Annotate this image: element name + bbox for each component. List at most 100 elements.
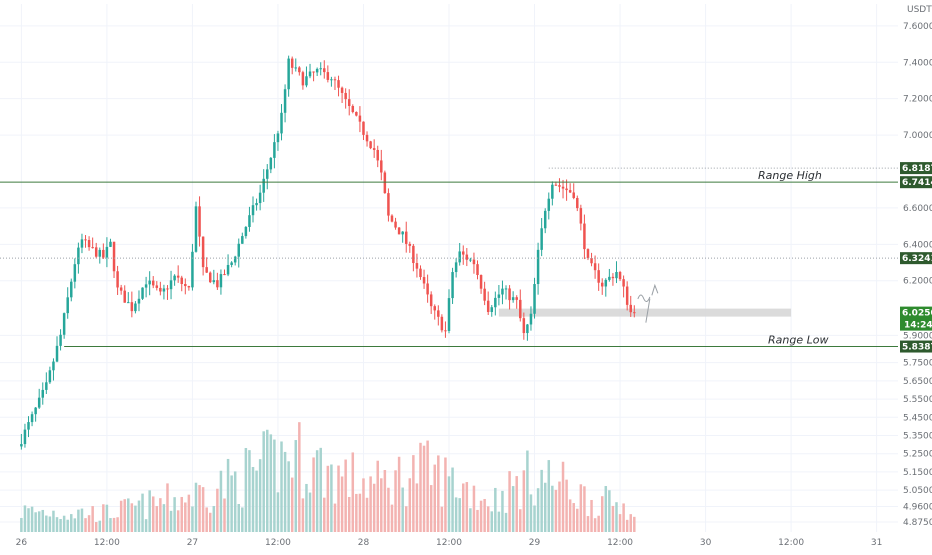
price-tag-label: 6.3241 [902, 254, 932, 264]
x-axis[interactable]: 26 12:00 27 12:00 28 12:00 29 12:00 30 12:00 31 [16, 538, 883, 548]
candle-body [23, 429, 27, 445]
candle-body [226, 264, 230, 275]
volume-bar [301, 498, 305, 532]
candle-body [305, 76, 308, 86]
volume-bar [55, 517, 59, 532]
candle-body [30, 414, 34, 423]
volume-bar [130, 503, 134, 532]
y-axis[interactable]: USDT 7.6000 7.4000 7.2000 7.0000 6.6000 6.4000… [903, 5, 932, 528]
candle-body [408, 243, 412, 246]
volume-bar [169, 510, 173, 532]
candle-body [219, 274, 223, 288]
candle-body [20, 444, 23, 447]
volume-bar [52, 510, 55, 532]
candle-body [134, 303, 137, 312]
candle-body [390, 215, 394, 222]
volume-bar [255, 470, 258, 532]
y-tick-label: 5.0500 [903, 486, 932, 496]
volume-bar [80, 508, 84, 532]
x-tick-label: 12:00 [265, 538, 291, 548]
candle-body [522, 318, 526, 334]
volume-bar [454, 497, 458, 532]
volume-bar [340, 476, 344, 532]
volume-bar [266, 429, 269, 532]
volume-bar [490, 511, 494, 532]
candle-body [298, 67, 301, 73]
x-tick-label: 12:00 [607, 538, 633, 548]
candle-body [333, 79, 337, 81]
x-tick-label: 30 [700, 538, 712, 548]
candle-body [255, 203, 258, 206]
volume-bar [429, 485, 433, 532]
volume-bar [462, 483, 465, 532]
volume-bar [615, 502, 618, 532]
volume-bar [472, 485, 476, 532]
volume-bar [629, 514, 632, 532]
volume-bar [241, 507, 244, 532]
candle-body [80, 239, 84, 248]
volume-bar [219, 470, 223, 532]
y-tick-label: 5.2500 [903, 450, 932, 460]
projection-path [637, 294, 651, 302]
y-tick-label: 5.9000 [903, 331, 932, 341]
candle-body [519, 299, 522, 319]
candle-body [458, 251, 461, 263]
y-tick-label: 5.6500 [903, 377, 932, 387]
volume-bar [590, 499, 593, 532]
y-tick-label: 7.6000 [903, 22, 932, 32]
volume-bar [34, 512, 37, 532]
y-tick-label: 6.2000 [903, 277, 932, 287]
volume-bar [625, 519, 629, 532]
volume-bar [365, 497, 369, 532]
candle-body [180, 277, 183, 285]
price-tag-label: 5.8387 [902, 343, 932, 353]
support-zone [498, 308, 792, 317]
volume-bar [23, 505, 27, 532]
candle-body [511, 297, 515, 301]
candle-body [312, 71, 315, 73]
volume-bar [347, 496, 351, 532]
price-tag-bg [900, 340, 932, 353]
volume-bar [401, 487, 404, 532]
candle-body [554, 184, 558, 186]
volume-bar [273, 439, 276, 532]
volume-bar [248, 450, 251, 532]
candle-body [276, 133, 280, 143]
candle-body [159, 287, 162, 292]
volume-bar [173, 497, 176, 532]
x-tick-label: 12:00 [778, 538, 804, 548]
volume-bar [323, 497, 326, 532]
candle-body [469, 259, 472, 261]
volume-bar [369, 476, 372, 532]
currency-label: USDT [907, 5, 932, 15]
candle-body [454, 262, 458, 273]
volume-bar [73, 518, 77, 532]
candle-body [144, 284, 148, 288]
volume-bar [144, 519, 148, 532]
candle-body [422, 277, 426, 284]
candle-body [315, 68, 319, 73]
candle-body [98, 249, 102, 257]
volume-bar [287, 461, 290, 532]
volume-bar [59, 519, 62, 532]
price-tag: 6.7414 [900, 176, 932, 189]
volume-bar [187, 494, 191, 532]
volume-bar [66, 519, 69, 532]
volume-bar [337, 465, 340, 532]
volume-bar [568, 499, 572, 532]
candle-body [208, 272, 212, 283]
x-tick-label: 31 [871, 538, 882, 548]
volume-bar [276, 492, 280, 532]
candle-body [191, 251, 194, 288]
volume-bar [422, 445, 426, 532]
candle-body [497, 294, 501, 298]
candle-body [184, 284, 187, 287]
y-tick-label: 5.3500 [903, 432, 932, 442]
candle-body [608, 276, 611, 280]
candle-body [262, 178, 265, 193]
candle-body [116, 271, 119, 288]
volume-bar [191, 506, 194, 532]
